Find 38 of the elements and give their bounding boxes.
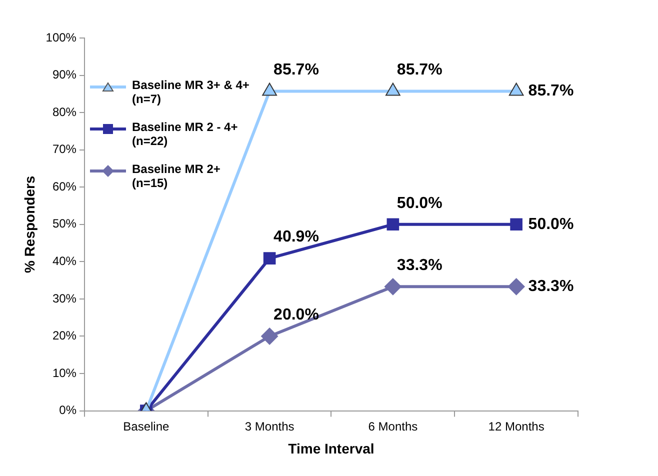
point	[262, 82, 277, 96]
y-tick-label: 80%	[52, 104, 77, 119]
data-label: 85.7%	[396, 62, 442, 79]
point	[510, 218, 522, 231]
x-tick-label: 3 Months	[244, 419, 294, 434]
data-label: 40.9%	[274, 228, 319, 246]
x-tick-label: 12 Months	[488, 419, 544, 434]
y-tick-label: 20%	[52, 328, 77, 343]
point	[386, 218, 400, 231]
data-label: 85.7%	[274, 62, 319, 79]
legend-label: Baseline MR 2 - 4+ (n=22)	[132, 120, 239, 148]
point	[261, 328, 278, 345]
point	[263, 252, 276, 264]
y-tick-label: 30%	[52, 291, 77, 306]
y-tick-label: 10%	[52, 366, 77, 380]
point	[508, 82, 524, 96]
data-label: 20.0%	[274, 306, 319, 324]
point	[384, 278, 402, 296]
data-label: 33.3%	[396, 257, 442, 274]
point	[386, 82, 400, 96]
data-label: 50.0%	[528, 216, 574, 233]
data-label: 85.7%	[528, 82, 574, 100]
legend-label: Baseline MR 2+ (n=15)	[132, 162, 222, 190]
y-axis-title: % Responders	[21, 176, 38, 274]
y-tick-label: 50%	[52, 216, 77, 231]
y-tick-label: 60%	[52, 179, 77, 194]
data-label: 50.0%	[396, 194, 442, 212]
y-tick-label: 40%	[52, 254, 77, 268]
x-tick-label: Baseline	[123, 419, 170, 434]
legend-label: Baseline MR 3+ & 4+ (n=7)	[132, 78, 250, 106]
point	[508, 278, 525, 296]
y-tick-label: 0%	[59, 403, 77, 418]
x-tick-label: 6 Months	[368, 419, 418, 434]
data-label: 33.3%	[528, 278, 574, 296]
y-tick-label: 100%	[46, 30, 77, 44]
y-tick-label: 70%	[52, 142, 77, 156]
x-axis-title: Time Interval	[288, 440, 374, 456]
y-tick-label: 90%	[52, 68, 77, 82]
